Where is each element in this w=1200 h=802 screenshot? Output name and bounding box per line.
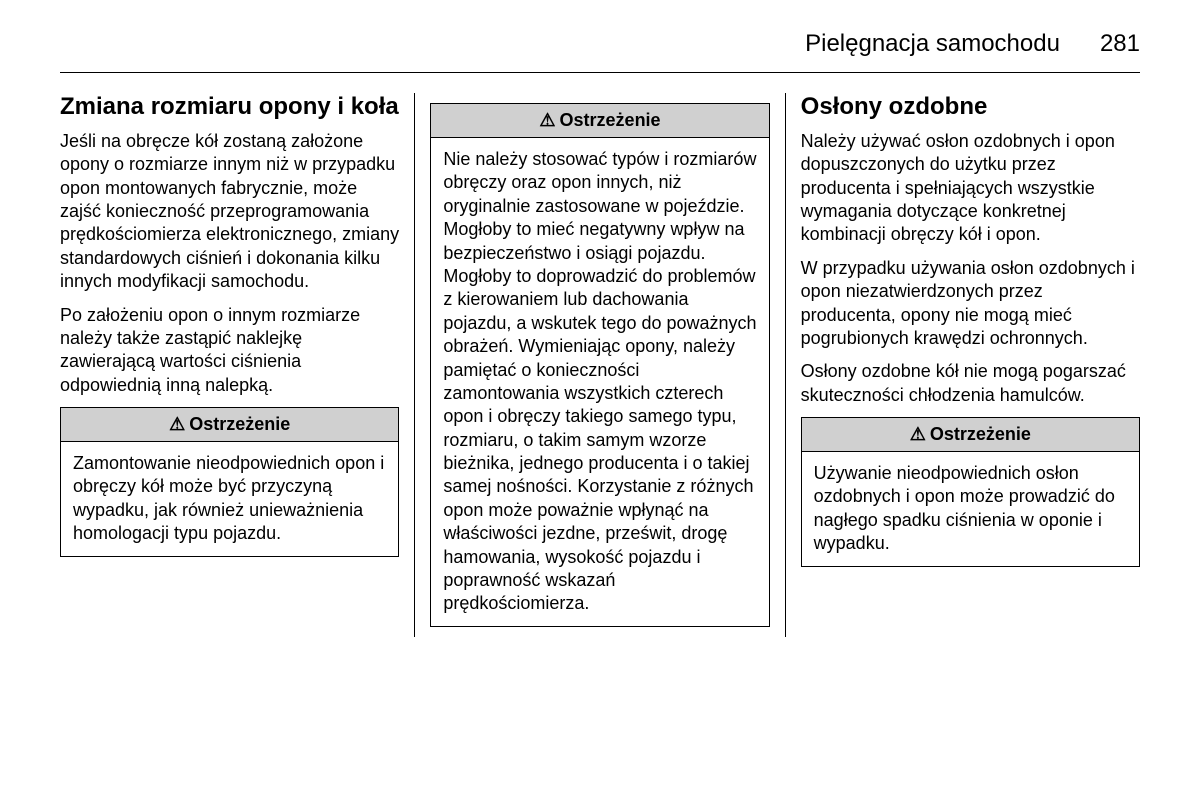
column-3: Osłony ozdobne Należy używać osłon ozdob…: [786, 93, 1140, 637]
warning-title: Ostrzeżenie: [930, 424, 1031, 445]
warning-title: Ostrzeżenie: [189, 414, 290, 435]
warning-body: Nie należy stosować typów i rozmiarów ob…: [431, 138, 768, 626]
warning-box: ⚠ Ostrzeżenie Nie należy stosować typów …: [430, 103, 769, 627]
warning-triangle-icon: ⚠: [539, 110, 555, 131]
section-heading: Zmiana rozmiaru opony i koła: [60, 93, 399, 122]
warning-body: Zamontowanie nieodpowiednich opon i obrę…: [61, 442, 398, 556]
warning-header: ⚠ Ostrzeżenie: [802, 418, 1139, 452]
paragraph: Osłony ozdobne kół nie mogą pogarszać sk…: [801, 360, 1140, 407]
column-2: ⚠ Ostrzeżenie Nie należy stosować typów …: [414, 93, 785, 637]
warning-header: ⚠ Ostrzeżenie: [61, 408, 398, 442]
column-1: Zmiana rozmiaru opony i koła Jeśli na ob…: [60, 93, 414, 637]
page-number: 281: [1100, 30, 1140, 58]
page-header: Pielęgnacja samochodu 281: [60, 30, 1140, 73]
warning-box: ⚠ Ostrzeżenie Używanie nieodpowiednich o…: [801, 417, 1140, 567]
paragraph: Po założeniu opon o innym rozmiarze nale…: [60, 304, 399, 398]
warning-title: Ostrzeżenie: [560, 110, 661, 131]
paragraph: Jeśli na obręcze kół zostaną założone op…: [60, 130, 399, 294]
paragraph: W przypadku używania osłon ozdobnych i o…: [801, 257, 1140, 351]
warning-triangle-icon: ⚠: [169, 414, 185, 435]
warning-box: ⚠ Ostrzeżenie Zamontowanie nieodpowiedni…: [60, 407, 399, 557]
warning-body: Używanie nieodpowiednich osłon ozdobnych…: [802, 452, 1139, 566]
warning-header: ⚠ Ostrzeżenie: [431, 104, 768, 138]
chapter-title: Pielęgnacja samochodu: [805, 30, 1060, 58]
warning-triangle-icon: ⚠: [910, 424, 926, 445]
section-heading: Osłony ozdobne: [801, 93, 1140, 122]
paragraph: Należy używać osłon ozdobnych i opon dop…: [801, 130, 1140, 247]
content-columns: Zmiana rozmiaru opony i koła Jeśli na ob…: [60, 93, 1140, 637]
